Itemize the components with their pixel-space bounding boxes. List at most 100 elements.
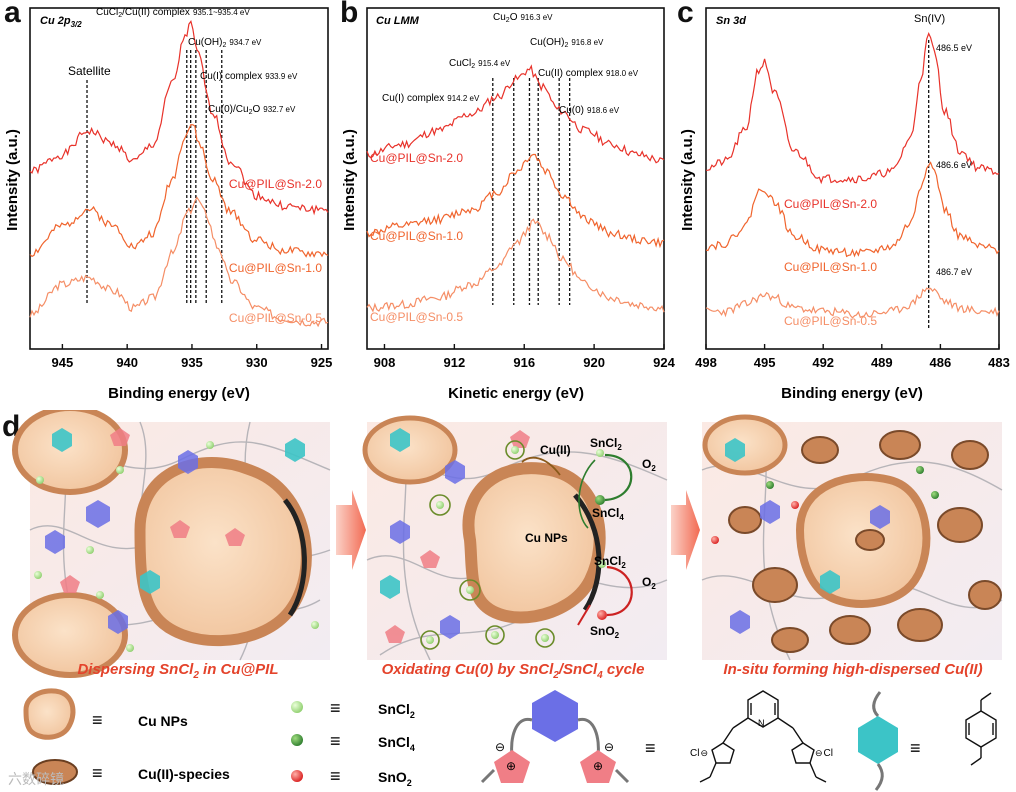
chart-b-cu0-label: Cu(0) 918.6 eV	[559, 105, 620, 116]
chart-b: Cu LMM Intensity (a.u.) Kinetic energy (…	[341, 7, 676, 402]
chart-b-cucl2-label: CuCl2 915.4 eV	[449, 58, 511, 70]
chart-c-peak3-label: 486.7 eV	[936, 267, 972, 277]
chart-a-cuoh2-label: Cu(OH)2 934.7 eV	[188, 37, 262, 49]
scheme-cunps-label: Cu NPs	[525, 531, 568, 545]
legend-pil-minus-right: ⊖	[604, 740, 614, 754]
process-arrow-2	[671, 490, 700, 570]
watermark: 六数碎镜	[8, 771, 64, 787]
scheme-cuii-label: Cu(II)	[540, 443, 571, 457]
chart-c-peak2-label: 486.6 eV	[936, 160, 972, 170]
legend-equiv-7: ≡	[910, 738, 921, 758]
chart-b-reference-lines	[492, 78, 571, 305]
chart-b-series-line	[366, 64, 665, 164]
legend-equiv-4: ≡	[330, 731, 341, 751]
legend-equiv-5: ≡	[330, 766, 341, 786]
chart-c-tick-label: 492	[812, 355, 834, 370]
chart-c-title: Sn 3d	[716, 15, 746, 27]
chart-a-reference-lines	[86, 50, 223, 305]
panel-letter-c: c	[677, 0, 694, 29]
chart-a-tick-label: 945	[52, 355, 74, 370]
legend-equiv-3: ≡	[330, 698, 341, 718]
caption-3: In-situ forming high-dispersed Cu(II)	[723, 661, 982, 678]
legend-pil-unit-icon	[480, 690, 630, 784]
chart-c-xlabel: Binding energy (eV)	[781, 385, 923, 402]
scheme-o2-label-2: O2	[642, 575, 656, 591]
chart-b-series-line	[366, 153, 665, 249]
chart-a-xlabel: Binding energy (eV)	[108, 385, 250, 402]
chart-a-tick-label: 935	[181, 355, 203, 370]
scheme-sncl2-label-1: SnCl2	[590, 436, 622, 452]
legend-cuii-icon	[32, 759, 78, 785]
chart-b-cuii-label: Cu(II) complex 918.0 eV	[538, 68, 639, 79]
chart-b-ticks: 908 912 916 920 924	[374, 344, 676, 370]
scheme-d: Cu(II) SnCl2 O2 SnCl4 Cu NPs SnCl2 O2 Sn…	[8, 410, 1003, 791]
scheme-box-1	[12, 410, 331, 678]
chart-c-tick-label: 486	[930, 355, 952, 370]
legend-chem-cl-right: ⊖Cl	[815, 748, 833, 759]
chart-c-series-line	[705, 287, 1000, 319]
legend-sncl2: SnCl2	[378, 701, 415, 720]
chart-b-xlabel: Kinetic energy (eV)	[448, 385, 584, 402]
legend-cu-nps-icon	[23, 688, 76, 740]
chart-a-frame	[29, 7, 329, 350]
legend-divinylbenzene	[965, 692, 997, 766]
chart-b-cu2o-label: Cu2O 916.3 eV	[493, 12, 553, 24]
legend-chem-n: N	[758, 718, 765, 728]
legend-chem-structure	[699, 690, 827, 783]
legend-pil-plus-left: ⊕	[506, 759, 516, 773]
scheme-sncl2-label-2: SnCl2	[594, 554, 626, 570]
panel-letter-b: b	[340, 0, 359, 29]
chart-c-tick-label: 489	[871, 355, 893, 370]
chart-a-satellite-label: Satellite	[68, 64, 111, 78]
scheme-sno2-label: SnO2	[590, 624, 620, 640]
legend-chem-cl-left: Cl⊖	[690, 748, 708, 759]
chart-b-series	[366, 64, 665, 313]
chart-a-tick-label: 930	[246, 355, 268, 370]
caption-1: Dispersing SnCl2 in Cu@PIL	[77, 661, 278, 681]
legend-sncl4-ball	[291, 734, 303, 746]
legend-cuii-species: Cu(II)-species	[138, 766, 230, 782]
legend-sncl4: SnCl4	[378, 734, 415, 753]
legend-equiv-1: ≡	[92, 710, 103, 730]
legend-equiv-6: ≡	[645, 738, 656, 758]
scheme-box-2	[362, 415, 668, 661]
chart-b-tick-label: 908	[374, 355, 396, 370]
chart-b-tick-label: 916	[513, 355, 535, 370]
chart-a-series-label-2: Cu@PIL@Sn-1.0	[229, 261, 322, 275]
chart-a-series-label-1: Cu@PIL@Sn-2.0	[229, 177, 322, 191]
chart-c: Sn 3d Intensity (a.u.) Binding energy (e…	[679, 7, 1010, 402]
panel-letter-a: a	[4, 0, 21, 29]
chart-c-series-label-3: Cu@PIL@Sn-0.5	[784, 314, 877, 328]
chart-a-series-line	[29, 123, 329, 258]
legend-dvb-unit-icon	[858, 691, 898, 791]
scheme-box-3	[701, 414, 1003, 661]
chart-b-tick-label: 912	[444, 355, 466, 370]
chart-b-cuoh2-label: Cu(OH)2 916.8 eV	[530, 37, 604, 49]
chart-a-series	[29, 20, 329, 328]
chart-b-series-label-3: Cu@PIL@Sn-0.5	[370, 310, 463, 324]
chart-b-cui-label: Cu(I) complex 914.2 eV	[382, 93, 480, 104]
chart-a-cucl2-label: CuCl2/Cu(II) complex 935.1~935.4 eV	[96, 7, 250, 19]
chart-c-tick-label: 483	[988, 355, 1010, 370]
chart-c-series-line	[705, 32, 1000, 185]
legend-sno2: SnO2	[378, 769, 412, 788]
chart-c-tick-label: 498	[695, 355, 717, 370]
caption-2: Oxidating Cu(0) by SnCl2/SnCl4 cycle	[382, 661, 645, 681]
chart-b-series-label-2: Cu@PIL@Sn-1.0	[370, 229, 463, 243]
chart-b-frame	[366, 7, 665, 350]
chart-a-cu0-label: Cu(0)/Cu2O 932.7 eV	[208, 104, 296, 116]
legend-sncl2-ball	[291, 701, 303, 713]
chart-c-sniv-label: Sn(IV)	[914, 13, 945, 25]
chart-c-frame	[705, 7, 1000, 350]
chart-a-title: Cu 2p3/2	[40, 15, 82, 29]
chart-c-series	[705, 32, 1000, 319]
scheme-sncl4-label: SnCl4	[592, 506, 624, 522]
chart-b-tick-label: 924	[653, 355, 675, 370]
chart-b-series-label-1: Cu@PIL@Sn-2.0	[370, 151, 463, 165]
chart-c-series-label-2: Cu@PIL@Sn-1.0	[784, 260, 877, 274]
legend-sno2-ball	[291, 770, 303, 782]
chart-c-series-label-1: Cu@PIL@Sn-2.0	[784, 197, 877, 211]
chart-b-series-line	[366, 218, 665, 313]
chart-c-ylabel: Intensity (a.u.)	[679, 129, 696, 231]
process-arrow-1	[336, 490, 366, 570]
